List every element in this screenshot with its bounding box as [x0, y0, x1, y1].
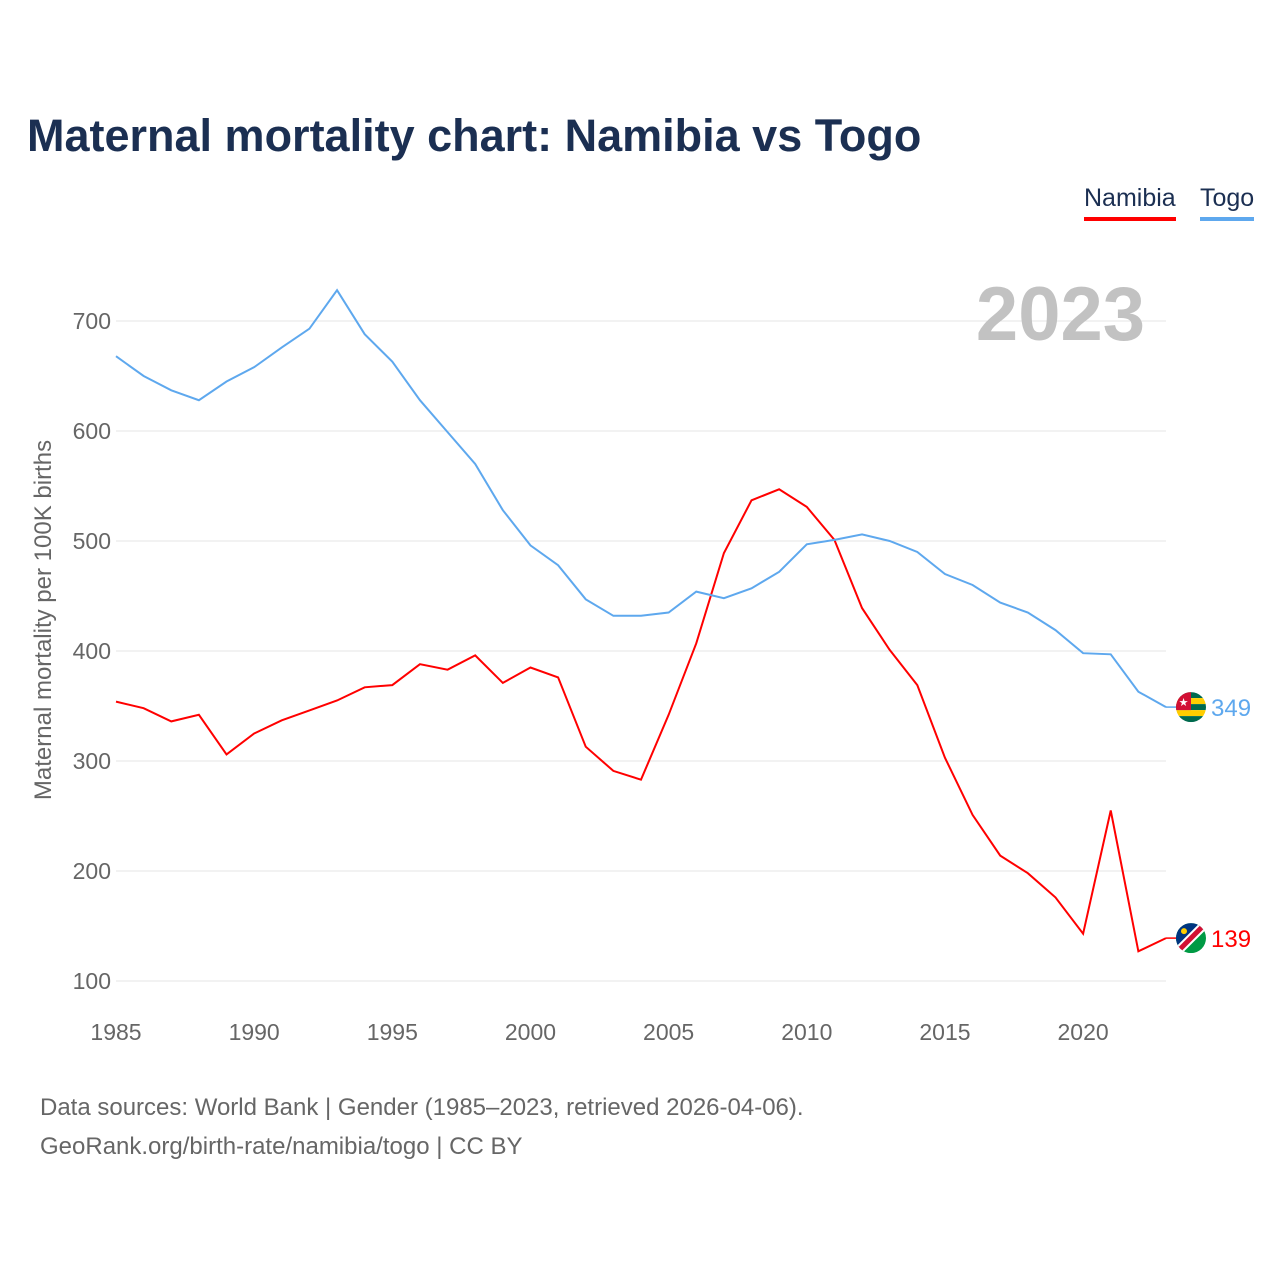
footer: Data sources: World Bank | Gender (1985–… [40, 1088, 804, 1166]
end-value-namibia: 139 [1211, 926, 1251, 953]
namibia-flag-icon [1176, 923, 1206, 954]
x-tick-label: 2005 [643, 1019, 694, 1045]
y-tick-label: 500 [73, 528, 111, 554]
x-tick-label: 1990 [229, 1019, 280, 1045]
togo-flag-icon: ★ [1176, 692, 1206, 723]
y-tick-label: 200 [73, 858, 111, 884]
svg-text:★: ★ [1179, 697, 1189, 709]
y-tick-label: 700 [73, 308, 111, 334]
legend-togo[interactable]: Togo [1200, 184, 1255, 221]
y-tick-label: 600 [73, 418, 111, 444]
x-tick-label: 2020 [1058, 1019, 1109, 1045]
series-line-togo[interactable] [115, 288, 1167, 708]
y-axis-label: Maternal mortality per 100K births [30, 440, 57, 800]
end-value-togo: 349 [1211, 695, 1251, 722]
x-tick-label: 2000 [505, 1019, 556, 1045]
legend-namibia[interactable]: Namibia [1084, 184, 1176, 221]
data-source: Data sources: World Bank | Gender (1985–… [40, 1094, 804, 1121]
y-tick-label: 300 [73, 748, 111, 774]
year-label: 2023 [976, 272, 1145, 357]
y-tick-label: 100 [73, 968, 111, 994]
source-link[interactable]: GeoRank.org/birth-rate/namibia/togo | CC… [40, 1133, 523, 1160]
x-tick-label: 1995 [367, 1019, 418, 1045]
x-tick-label: 1985 [90, 1019, 141, 1045]
chart-title: Maternal mortality chart: Namibia vs Tog… [27, 110, 922, 161]
series-line-namibia[interactable] [115, 488, 1167, 953]
y-tick-label: 400 [73, 638, 111, 664]
x-tick-label: 2010 [781, 1019, 832, 1045]
x-tick-label: 2015 [919, 1019, 970, 1045]
